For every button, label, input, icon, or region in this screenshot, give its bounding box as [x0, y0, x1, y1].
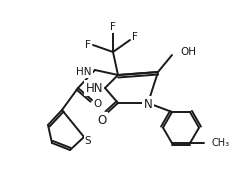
Text: CH₃: CH₃ [211, 138, 229, 148]
Text: F: F [132, 32, 138, 42]
Text: OH: OH [179, 47, 195, 57]
Text: N: N [143, 97, 152, 111]
Text: O: O [94, 99, 102, 109]
Text: HN: HN [76, 67, 92, 77]
Text: S: S [84, 136, 91, 146]
Text: O: O [97, 114, 106, 126]
Text: F: F [85, 40, 90, 50]
Text: HN: HN [85, 82, 102, 94]
Text: F: F [110, 22, 116, 32]
